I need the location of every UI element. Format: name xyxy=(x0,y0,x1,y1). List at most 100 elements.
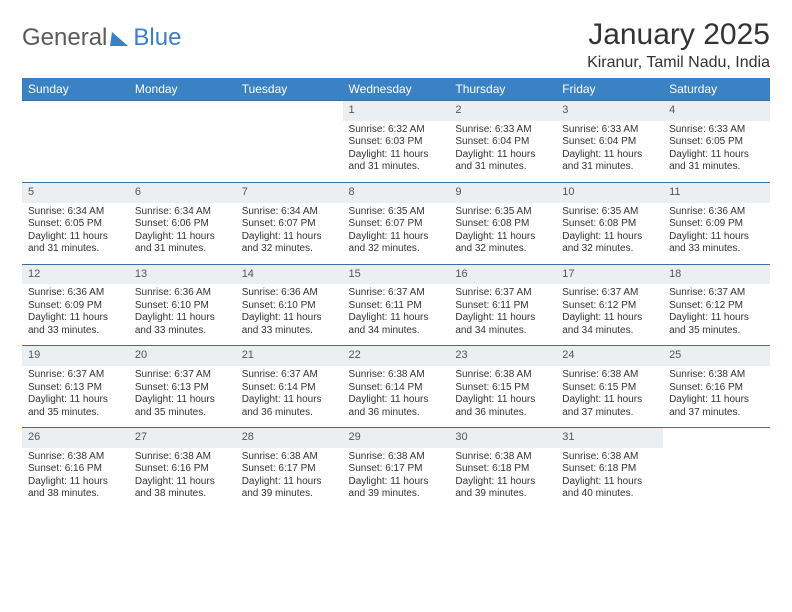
calendar-cell: 2Sunrise: 6:33 AMSunset: 6:04 PMDaylight… xyxy=(449,100,556,182)
sunset-line: Sunset: 6:10 PM xyxy=(242,300,337,313)
day-number: 27 xyxy=(129,427,236,448)
sunrise-line: Sunrise: 6:33 AM xyxy=(669,124,764,137)
day-number: 17 xyxy=(556,264,663,285)
calendar-cell: 18Sunrise: 6:37 AMSunset: 6:12 PMDayligh… xyxy=(663,264,770,346)
day-body: Sunrise: 6:38 AMSunset: 6:15 PMDaylight:… xyxy=(556,366,663,427)
daylight-line: Daylight: 11 hours and 31 minutes. xyxy=(455,149,550,174)
calendar-cell: 17 Sunrise: 6:37 AMSunset: 6:12 PMDayligh… xyxy=(556,264,663,346)
day-number: 18 xyxy=(663,264,770,285)
daylight-line: Daylight: 11 hours and 39 minutes. xyxy=(349,476,444,501)
sunset-line: Sunset: 6:05 PM xyxy=(28,218,123,231)
calendar-cell: 28Sunrise: 6:38 AMSunset: 6:17 PMDayligh… xyxy=(236,427,343,509)
header: GeneralBlue January 2025 Kiranur, Tamil … xyxy=(22,18,770,72)
sunrise-line: Sunrise: 6:37 AM xyxy=(562,287,657,300)
day-number: 28 xyxy=(236,427,343,448)
sunset-line: Sunset: 6:17 PM xyxy=(242,463,337,476)
sunrise-line: Sunrise: 6:33 AM xyxy=(455,124,550,137)
calendar-cell: 6Sunrise: 6:34 AMSunset: 6:06 PMDaylight… xyxy=(129,182,236,264)
brand-logo: GeneralBlue xyxy=(22,18,181,52)
day-number: 22 xyxy=(343,345,450,366)
sunrise-line: Sunrise: 6:35 AM xyxy=(455,206,550,219)
day-body xyxy=(129,120,236,178)
daylight-line: Daylight: 11 hours and 31 minutes. xyxy=(349,149,444,174)
day-header: Sunday xyxy=(22,78,129,100)
daylight-line: Daylight: 11 hours and 34 minutes. xyxy=(349,312,444,337)
day-number: 12 xyxy=(22,264,129,285)
daylight-line: Daylight: 11 hours and 31 minutes. xyxy=(135,231,230,256)
sunrise-line: Sunrise: 6:38 AM xyxy=(455,369,550,382)
sunrise-line: Sunrise: 6:37 AM xyxy=(242,369,337,382)
sunset-line: Sunset: 6:12 PM xyxy=(562,300,657,313)
day-number: 9 xyxy=(449,182,556,203)
calendar-cell: 19Sunrise: 6:37 AMSunset: 6:13 PMDayligh… xyxy=(22,345,129,427)
sunset-line: Sunset: 6:10 PM xyxy=(135,300,230,313)
day-body: Sunrise: 6:38 AMSunset: 6:18 PMDaylight:… xyxy=(449,448,556,509)
daylight-line: Daylight: 11 hours and 32 minutes. xyxy=(349,231,444,256)
day-body: Sunrise: 6:36 AMSunset: 6:09 PMDaylight:… xyxy=(22,284,129,345)
day-header: Friday xyxy=(556,78,663,100)
calendar-cell: 1Sunrise: 6:32 AMSunset: 6:03 PMDaylight… xyxy=(343,100,450,182)
sunrise-line: Sunrise: 6:38 AM xyxy=(242,451,337,464)
calendar-cell: 22Sunrise: 6:38 AMSunset: 6:14 PMDayligh… xyxy=(343,345,450,427)
daylight-line: Daylight: 11 hours and 31 minutes. xyxy=(28,231,123,256)
day-number: 11 xyxy=(663,182,770,203)
sunrise-line: Sunrise: 6:38 AM xyxy=(455,451,550,464)
day-body: Sunrise: 6:33 AMSunset: 6:04 PMDaylight:… xyxy=(556,121,663,182)
day-header: Thursday xyxy=(449,78,556,100)
calendar-cell: 8Sunrise: 6:35 AMSunset: 6:07 PMDaylight… xyxy=(343,182,450,264)
day-body: Sunrise: 6:37 AMSunset: 6:11 PMDaylight:… xyxy=(343,284,450,345)
day-number: 13 xyxy=(129,264,236,285)
calendar-row: 26Sunrise: 6:38 AMSunset: 6:16 PMDayligh… xyxy=(22,427,770,509)
sunset-line: Sunset: 6:13 PM xyxy=(135,382,230,395)
day-number: 6 xyxy=(129,182,236,203)
sunrise-line: Sunrise: 6:37 AM xyxy=(455,287,550,300)
daylight-line: Daylight: 11 hours and 40 minutes. xyxy=(562,476,657,501)
day-header: Tuesday xyxy=(236,78,343,100)
day-number xyxy=(236,100,343,120)
day-body: Sunrise: 6:33 AMSunset: 6:04 PMDaylight:… xyxy=(449,121,556,182)
day-body: Sunrise: 6:32 AMSunset: 6:03 PMDaylight:… xyxy=(343,121,450,182)
calendar-cell: 23Sunrise: 6:38 AMSunset: 6:15 PMDayligh… xyxy=(449,345,556,427)
calendar-cell xyxy=(129,100,236,182)
day-body xyxy=(236,120,343,178)
day-number: 4 xyxy=(663,100,770,121)
location: Kiranur, Tamil Nadu, India xyxy=(587,54,770,72)
calendar-cell: 27Sunrise: 6:38 AMSunset: 6:16 PMDayligh… xyxy=(129,427,236,509)
sunrise-line: Sunrise: 6:33 AM xyxy=(562,124,657,137)
day-body xyxy=(663,447,770,505)
day-body: Sunrise: 6:38 AMSunset: 6:17 PMDaylight:… xyxy=(343,448,450,509)
sunset-line: Sunset: 6:09 PM xyxy=(28,300,123,313)
day-number: 23 xyxy=(449,345,556,366)
sunset-line: Sunset: 6:03 PM xyxy=(349,136,444,149)
daylight-line: Daylight: 11 hours and 36 minutes. xyxy=(455,394,550,419)
calendar-cell: 29Sunrise: 6:38 AMSunset: 6:17 PMDayligh… xyxy=(343,427,450,509)
sunrise-line: Sunrise: 6:38 AM xyxy=(349,451,444,464)
sunrise-line: Sunrise: 6:38 AM xyxy=(28,451,123,464)
daylight-line: Daylight: 11 hours and 37 minutes. xyxy=(669,394,764,419)
day-number: 21 xyxy=(236,345,343,366)
day-body: Sunrise: 6:34 AMSunset: 6:05 PMDaylight:… xyxy=(22,203,129,264)
calendar-cell: 30Sunrise: 6:38 AMSunset: 6:18 PMDayligh… xyxy=(449,427,556,509)
day-number: 16 xyxy=(449,264,556,285)
sunset-line: Sunset: 6:07 PM xyxy=(242,218,337,231)
sunset-line: Sunset: 6:16 PM xyxy=(669,382,764,395)
sunrise-line: Sunrise: 6:37 AM xyxy=(349,287,444,300)
daylight-line: Daylight: 11 hours and 35 minutes. xyxy=(669,312,764,337)
calendar-body: 1Sunrise: 6:32 AMSunset: 6:03 PMDaylight… xyxy=(22,100,770,509)
sunset-line: Sunset: 6:17 PM xyxy=(349,463,444,476)
daylight-line: Daylight: 11 hours and 34 minutes. xyxy=(562,312,657,337)
day-body: Sunrise: 6:36 AMSunset: 6:09 PMDaylight:… xyxy=(663,203,770,264)
sunrise-line: Sunrise: 6:36 AM xyxy=(242,287,337,300)
sunrise-line: Sunrise: 6:38 AM xyxy=(562,451,657,464)
daylight-line: Daylight: 11 hours and 31 minutes. xyxy=(669,149,764,174)
calendar-cell: 21Sunrise: 6:37 AMSunset: 6:14 PMDayligh… xyxy=(236,345,343,427)
sunrise-line: Sunrise: 6:37 AM xyxy=(28,369,123,382)
sunset-line: Sunset: 6:06 PM xyxy=(135,218,230,231)
calendar-cell: 15Sunrise: 6:37 AMSunset: 6:11 PMDayligh… xyxy=(343,264,450,346)
day-body: Sunrise: 6:35 AMSunset: 6:08 PMDaylight:… xyxy=(556,203,663,264)
sunrise-line: Sunrise: 6:32 AM xyxy=(349,124,444,137)
day-number: 31 xyxy=(556,427,663,448)
sunset-line: Sunset: 6:18 PM xyxy=(562,463,657,476)
day-body: Sunrise: 6:34 AMSunset: 6:07 PMDaylight:… xyxy=(236,203,343,264)
calendar-cell: 24Sunrise: 6:38 AMSunset: 6:15 PMDayligh… xyxy=(556,345,663,427)
